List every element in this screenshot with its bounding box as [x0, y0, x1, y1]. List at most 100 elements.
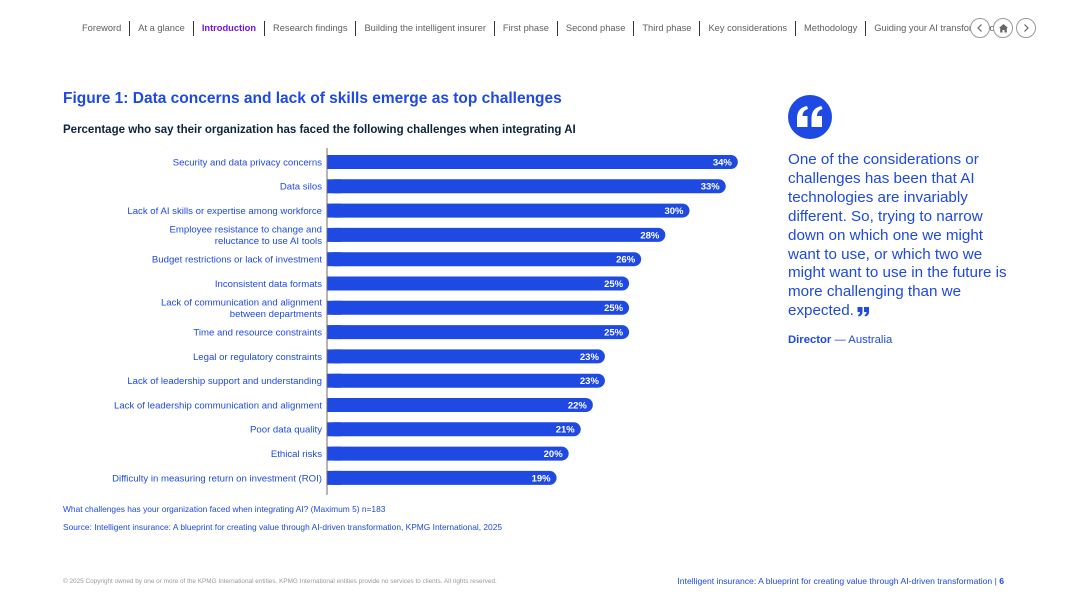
attribution-role: Director — [788, 334, 832, 346]
category-label: Difficulty in measuring return on invest… — [112, 473, 322, 484]
bar-base — [327, 227, 341, 242]
category-label: Security and data privacy concerns — [173, 157, 323, 168]
value-label: 21% — [556, 425, 576, 436]
bar — [327, 276, 630, 291]
figure-title: Figure 1: Data concerns and lack of skil… — [63, 90, 562, 107]
bar — [327, 325, 630, 340]
nav-separator — [264, 20, 266, 36]
page-number: 6 — [999, 576, 1004, 586]
bar-base — [327, 252, 341, 267]
nav-item-guiding-your-ai-transformation[interactable]: Guiding your AI transformation — [874, 23, 1000, 33]
value-label: 22% — [568, 400, 588, 411]
nav-item-third-phase[interactable]: Third phase — [642, 23, 692, 33]
nav-item-second-phase[interactable]: Second phase — [565, 23, 626, 33]
category-label: Lack of communication and alignment — [161, 297, 322, 308]
chevron-right-icon — [1024, 24, 1029, 32]
survey-question-note: What challenges has your organization fa… — [63, 504, 386, 514]
value-label: 23% — [580, 352, 600, 363]
footer-publication: Intelligent insurance: A blueprint for c… — [677, 576, 1004, 586]
category-label: reluctance to use AI tools — [215, 236, 322, 247]
category-label: Inconsistent data formats — [215, 279, 322, 290]
value-label: 20% — [544, 449, 564, 460]
open-quote-icon — [788, 95, 832, 139]
nav-item-introduction[interactable]: Introduction — [201, 23, 257, 33]
bar — [327, 373, 605, 388]
bar-base — [327, 300, 341, 315]
bar-base — [327, 398, 341, 412]
bar — [327, 349, 605, 364]
bar — [327, 470, 557, 485]
source-note: Source: Intelligent insurance: A bluepri… — [63, 522, 503, 532]
previous-page-button[interactable] — [970, 18, 990, 38]
bar-base — [327, 373, 341, 388]
attribution-separator: — — [831, 334, 849, 346]
value-label: 19% — [532, 473, 552, 484]
nav-separator — [355, 20, 357, 36]
home-button[interactable] — [993, 18, 1013, 38]
nav-item-first-phase[interactable]: First phase — [502, 23, 549, 33]
attribution-country: Australia — [848, 334, 893, 346]
nav-item-foreword[interactable]: Foreword — [82, 23, 122, 33]
value-label: 25% — [604, 279, 624, 290]
nav-separator — [865, 20, 867, 36]
nav-separator — [633, 20, 635, 36]
value-label: 23% — [580, 376, 600, 387]
category-label: Lack of leadership communication and ali… — [114, 400, 322, 411]
value-label: 34% — [713, 157, 733, 168]
nav-separator — [699, 20, 701, 36]
quote-attribution: Director — Australia — [788, 334, 892, 346]
category-label: Budget restrictions or lack of investmen… — [152, 255, 322, 266]
nav-item-at-a-glance[interactable]: At a glance — [138, 23, 185, 33]
nav-separator — [129, 20, 131, 36]
category-label: Legal or regulatory constraints — [193, 352, 322, 363]
bar-base — [327, 349, 341, 364]
bar — [327, 446, 569, 461]
bar-base — [327, 276, 341, 291]
footer-separator: | — [992, 576, 1000, 586]
bar — [327, 227, 666, 242]
next-page-button[interactable] — [1016, 18, 1036, 38]
nav-item-key-considerations[interactable]: Key considerations — [708, 23, 788, 33]
bar-base — [327, 203, 341, 218]
bar — [327, 203, 690, 218]
bar — [327, 252, 642, 267]
bar-base — [327, 422, 341, 437]
quote-body: One of the considerations or challenges … — [788, 151, 1007, 320]
bar-chart: 34% Security and data privacy concerns 33%… — [112, 148, 738, 495]
category-label: Ethical risks — [271, 449, 322, 460]
nav-item-research-findings[interactable]: Research findings — [273, 23, 348, 33]
figure-subtitle: Percentage who say their organization ha… — [63, 124, 576, 136]
nav-controls — [970, 18, 1036, 38]
nav-separator — [556, 20, 558, 36]
bar — [327, 155, 738, 169]
bar-base — [327, 155, 341, 169]
category-label: Employee resistance to change and — [169, 225, 322, 236]
bar — [327, 179, 726, 194]
value-label: 25% — [604, 303, 624, 314]
nav-separator — [493, 20, 495, 36]
nav-separator — [795, 20, 797, 36]
chevron-left-icon — [977, 24, 982, 32]
category-label: Lack of AI skills or expertise among wor… — [127, 206, 322, 217]
value-label: 33% — [701, 182, 721, 193]
value-label: 28% — [640, 230, 660, 241]
bar-base — [327, 470, 341, 485]
bar-base — [327, 179, 341, 194]
bar-base — [327, 325, 341, 340]
value-label: 26% — [616, 255, 636, 266]
top-navigation: Foreword At a glance Introduction Research … — [74, 19, 1008, 37]
category-label: Lack of leadership support and understan… — [127, 376, 322, 387]
value-label: 25% — [604, 328, 624, 339]
category-label: between departments — [230, 309, 322, 320]
bar — [327, 422, 581, 437]
publication-title: Intelligent insurance: A blueprint for c… — [677, 576, 993, 586]
nav-item-building-the-intelligent-insurer[interactable]: Building the intelligent insurer — [364, 23, 486, 33]
quote-text: One of the considerations or challenges … — [788, 151, 1013, 321]
category-label: Data silos — [280, 182, 322, 193]
bar — [327, 398, 593, 412]
category-label: Poor data quality — [250, 425, 322, 436]
value-label: 30% — [664, 206, 684, 217]
copyright-notice: © 2025 Copyright owned by one or more of… — [63, 578, 497, 585]
nav-item-methodology[interactable]: Methodology — [804, 23, 858, 33]
bar-base — [327, 446, 341, 461]
